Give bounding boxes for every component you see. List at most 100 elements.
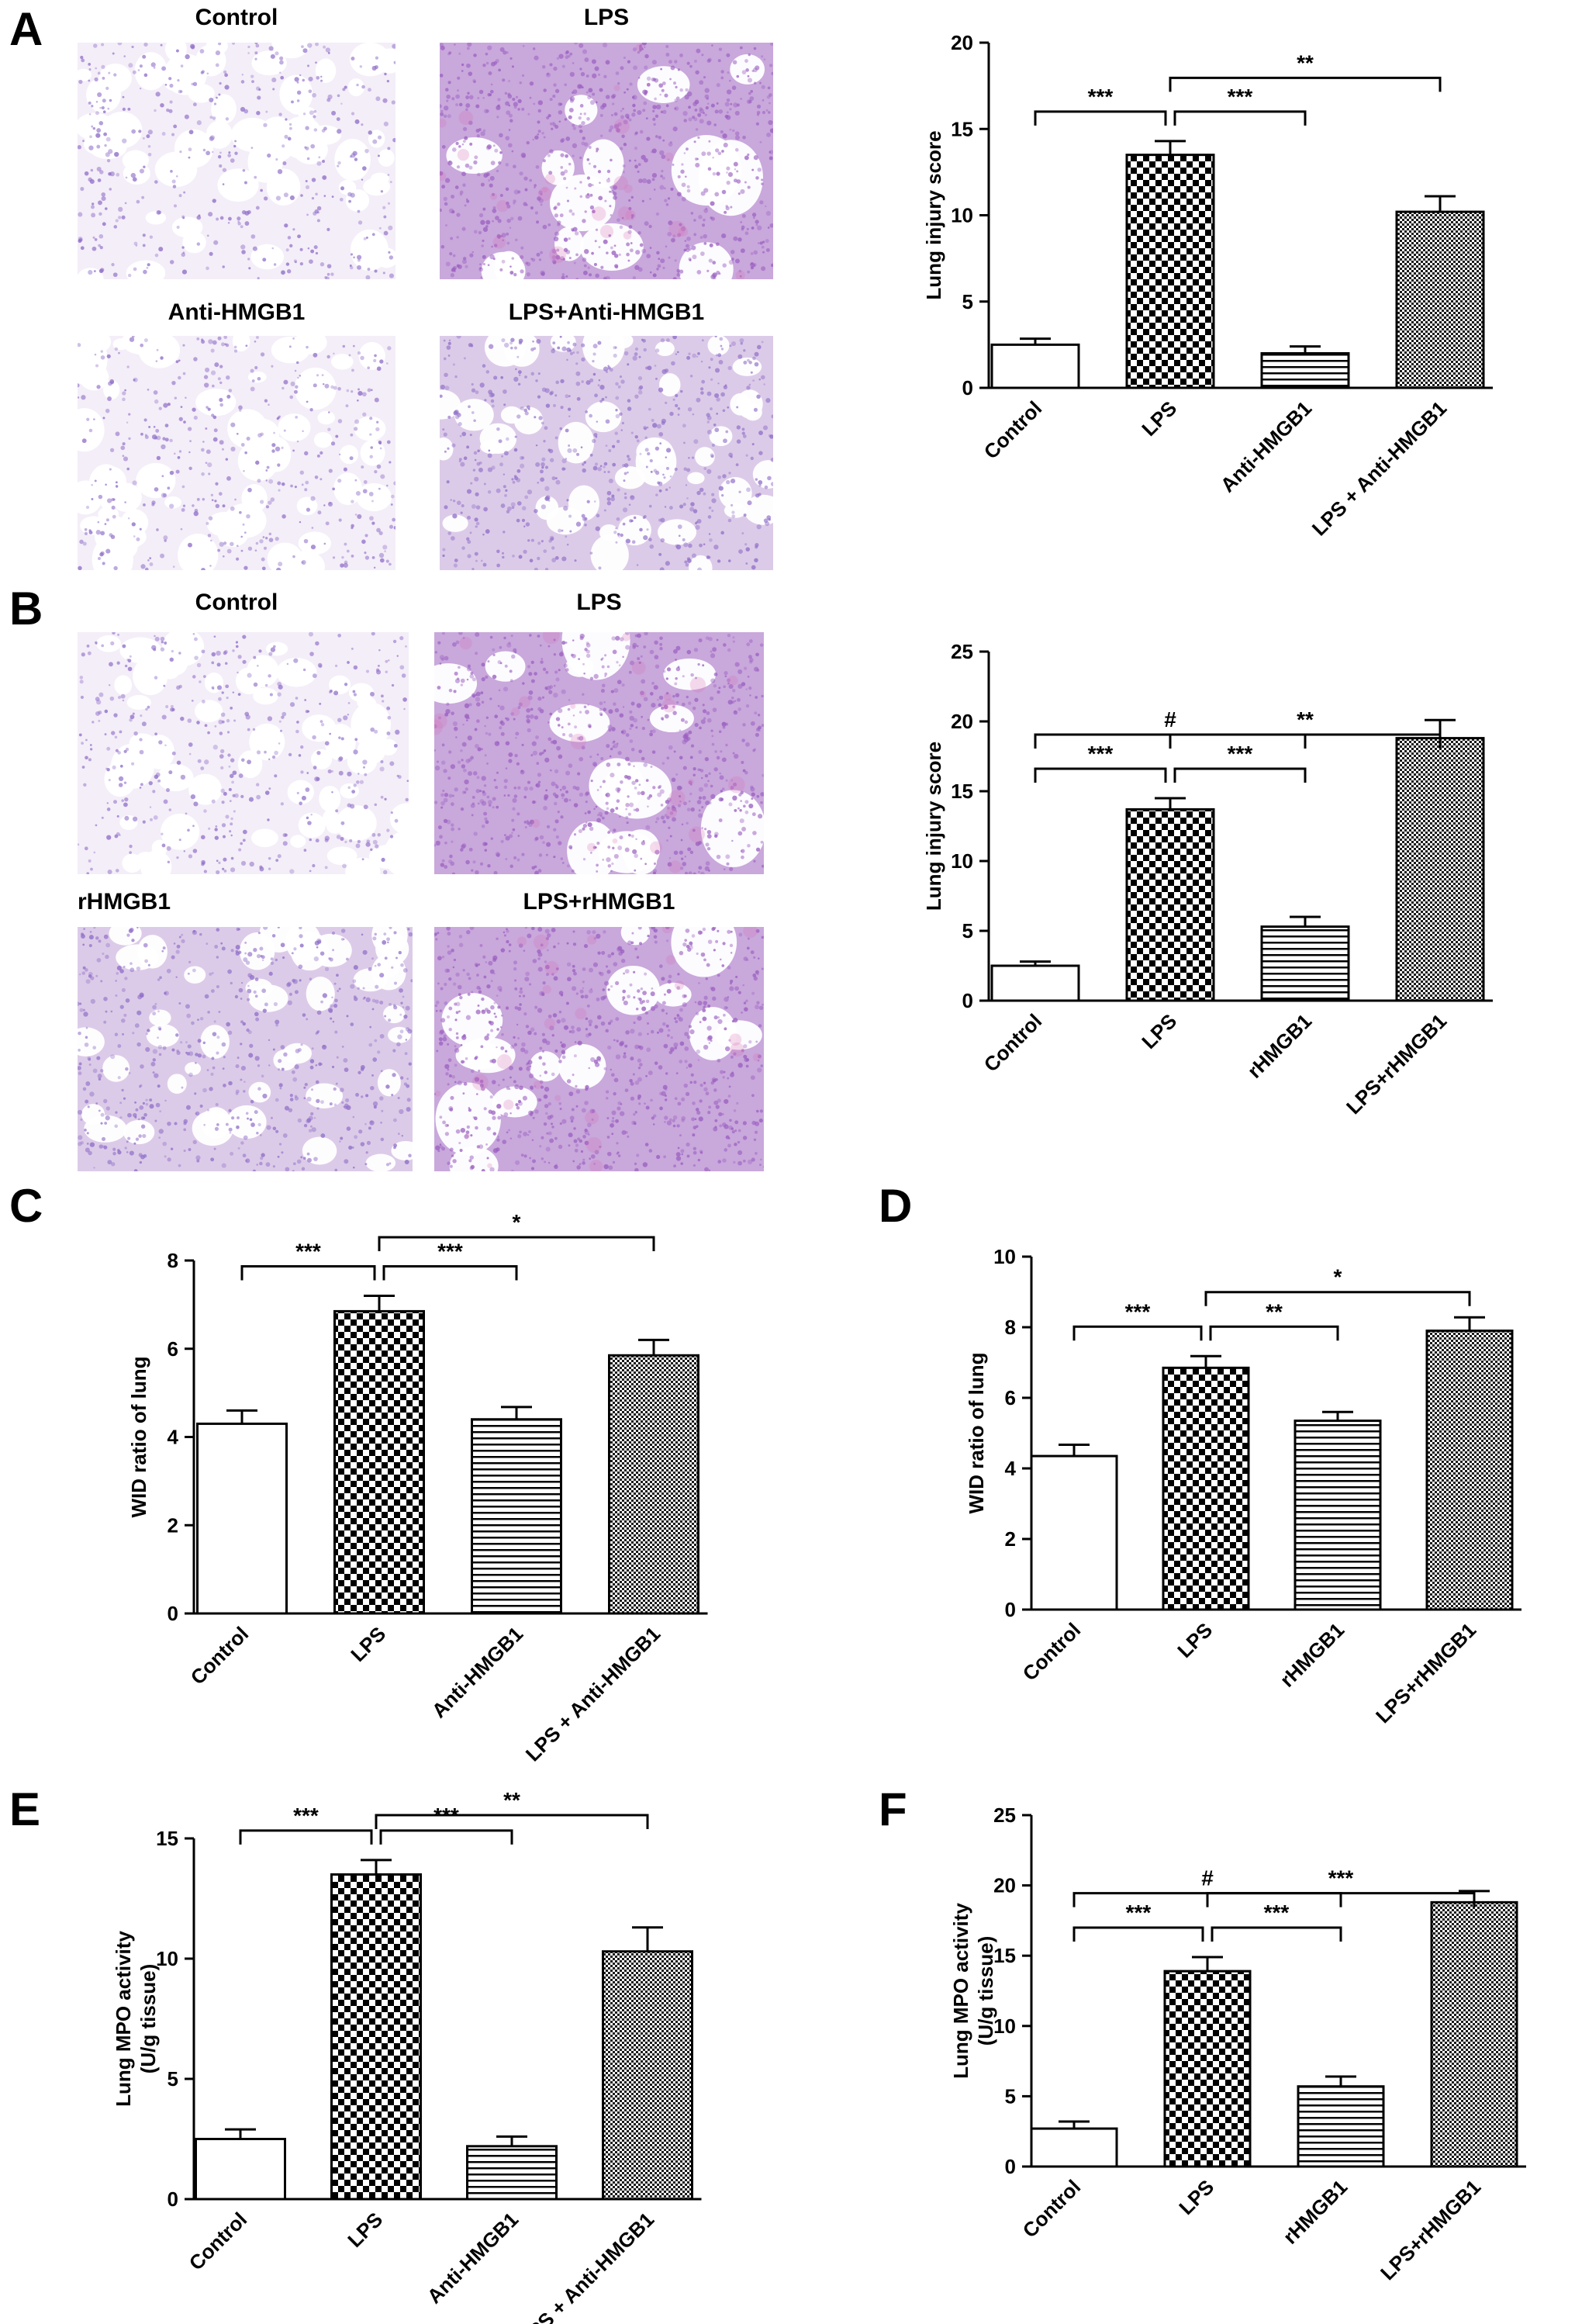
micrograph-b-rhmgb1 [78,927,413,1171]
micrograph-b-lps [434,632,764,874]
bar-chart-F: 0 5 10 15 20 25 Lung MPO activity (U/g tissue) C… [949,1804,1526,2284]
x-tick-label: Anti-HMGB1 [1216,396,1316,496]
bar-rhmgb1 [1294,1420,1382,1611]
y-axis-label: WID ratio of lung [127,1357,150,1518]
significance-bracket [1169,76,1442,92]
significance-bracket [1204,1291,1471,1306]
y-tick-label: 2 [1005,1527,1016,1551]
significance-bracket [1169,733,1442,749]
x-tick-label: LPS + Anti-HMGB1 [1307,396,1451,540]
significance-label: *** [1088,85,1114,109]
y-tick-label: 25 [993,1804,1016,1827]
significance-label: *** [1126,1900,1152,1925]
bar-anti-hmgb1 [471,1418,562,1615]
significance-label: ** [1266,1299,1283,1323]
y-axis-label: Lung injury score [922,130,945,299]
micrograph-texture [434,927,764,1171]
bar-chart-A: 0 5 10 15 20 Lung injury score Control LPS Anti-… [922,31,1493,541]
micrograph-texture [78,43,395,279]
panel-label-d: D [879,1180,913,1232]
bar-chart-D: 0 2 4 6 8 10 WID ratio of lung Control LPS rHMGB1… [965,1245,1521,1727]
bar-lps [1162,1366,1250,1611]
y-tick-label: 0 [962,376,973,399]
x-tick-label: LPS [1137,1009,1181,1053]
bar-chart-B: 0 5 10 15 20 25 Lung injury score Control LPS rHM… [922,640,1493,1119]
y-tick-label: 10 [993,2014,1016,2038]
x-tick-label: Control [185,2208,252,2275]
micrograph-label-b-rhmgb1: rHMGB1 [78,889,171,915]
significance-label: # [1164,707,1176,731]
y-tick-label: 10 [156,1947,178,1970]
bar-lps [330,1873,422,2201]
y-tick-label: 0 [168,1602,178,1625]
y-tick-label: 6 [1005,1386,1016,1409]
x-tick-label: Control [979,396,1047,464]
bar-chart-C: 0 2 4 6 8 WID ratio of lung Control LPS Anti-HMG… [127,1210,708,1766]
bar-lps-anti-hmgb1 [1395,210,1485,389]
significance-label: *** [1125,1299,1151,1323]
y-tick-label: 20 [993,1874,1016,1897]
y-axis-label-units: (U/g tissue) [136,1964,160,2074]
significance-bracket [240,1265,376,1281]
micrograph-a-anti-hmgb1 [78,336,395,570]
bar-rhmgb1 [1260,925,1350,1002]
x-tick-label: LPS [1174,2175,1218,2219]
micrograph-label-a-anti-hmgb1: Anti-HMGB1 [168,299,306,325]
y-tick-label: 10 [951,849,973,873]
y-axis-label: WID ratio of lung [965,1353,988,1514]
x-tick-label: Anti-HMGB1 [423,2208,523,2308]
x-tick-label: LPS+rHMGB1 [1342,1009,1451,1119]
x-tick-label: rHMGB1 [1278,2175,1352,2249]
micrograph-label-b-lps: LPS [576,590,622,615]
bar-lps [1125,154,1215,389]
y-tick-label: 25 [951,640,973,663]
significance-bracket [375,1814,649,1829]
bar-control [1030,1454,1118,1611]
panel-label-a: A [9,3,43,55]
micrograph-texture [440,336,773,570]
significance-bracket [1072,1926,1204,1942]
micrograph-texture [78,336,395,570]
x-tick-label: Anti-HMGB1 [427,1622,527,1722]
micrograph-texture [78,927,413,1171]
y-tick-label: 0 [962,989,973,1012]
bar-control [990,964,1080,1002]
x-tick-label: Control [1018,2175,1086,2243]
y-tick-label: 20 [951,710,973,733]
significance-bracket [1209,1325,1339,1341]
y-tick-label: 8 [1005,1316,1016,1339]
y-tick-label: 0 [1005,2155,1016,2178]
chart-e: 0 5 10 15 Lung MPO activity (U/g tissue) Contr… [78,1776,775,2324]
panel-label-c: C [9,1180,43,1232]
bar-lps-rhmgb1 [1425,1330,1514,1611]
significance-label: *** [295,1240,321,1264]
significance-label: *** [293,1804,319,1828]
panel-label-e: E [9,1783,41,1835]
chart-c: 0 2 4 6 8 WID ratio of lung Control LPS Anti-HMG… [78,1183,775,1772]
significance-label: * [513,1210,521,1234]
y-axis-label-units: (U/g tissue) [974,1936,997,2046]
bar-lps [1125,808,1215,1002]
x-tick-label: LPS + Anti-HMGB1 [515,2208,658,2324]
bar-control [1030,2127,1118,2168]
micrograph-a-lps [440,43,773,279]
significance-bracket [1206,1892,1476,1907]
bar-control [990,343,1080,389]
chart-d: 0 2 4 6 8 10 WID ratio of lung Control LPS rHMGB1… [876,1226,1574,1784]
panel-label-f: F [879,1783,907,1835]
significance-label: *** [1228,85,1253,109]
chart-b: 0 5 10 15 20 25 Lung injury score Control LPS rHM… [876,613,1574,1175]
panel-label-b: B [9,583,43,635]
significance-label: *** [437,1240,463,1264]
x-tick-label: rHMGB1 [1242,1009,1316,1083]
y-tick-label: 2 [168,1513,178,1537]
x-tick-label: LPS + Anti-HMGB1 [521,1622,665,1765]
y-tick-label: 0 [1005,1598,1016,1621]
micrograph-label-a-control: Control [195,5,278,30]
y-tick-label: 5 [962,919,973,942]
significance-label: *** [1328,1866,1354,1890]
x-tick-label: LPS [343,2208,387,2252]
micrograph-b-control [78,632,409,874]
y-axis-label: Lung MPO activity [949,1903,972,2079]
